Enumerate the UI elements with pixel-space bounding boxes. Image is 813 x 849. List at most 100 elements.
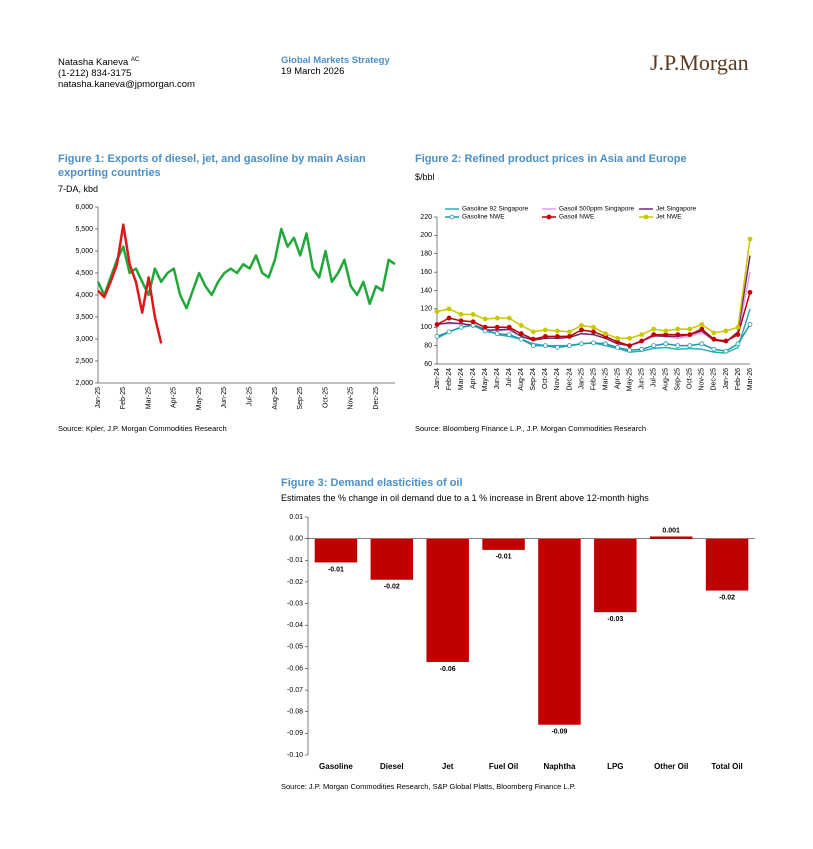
legend-label: Jet Singapore bbox=[656, 206, 696, 213]
y-tick-label: -0.03 bbox=[287, 600, 303, 607]
department: Global Markets Strategy bbox=[281, 55, 390, 66]
point bbox=[567, 329, 572, 335]
value-label: -0.03 bbox=[607, 616, 623, 623]
point bbox=[723, 328, 729, 334]
figure-source: Source: J.P. Morgan Commodities Research… bbox=[281, 782, 576, 791]
legend-label: Gasoil NWE bbox=[559, 214, 595, 221]
point bbox=[711, 336, 717, 342]
point bbox=[651, 343, 657, 349]
series-line bbox=[436, 255, 751, 347]
y-tick-label: 160 bbox=[420, 269, 432, 276]
point bbox=[506, 324, 512, 330]
figure-source: Source: Bloomberg Finance L.P., J.P. Mor… bbox=[415, 424, 647, 433]
y-tick-label: -0.05 bbox=[287, 644, 303, 651]
x-tick-label: Feb-25 bbox=[590, 368, 597, 390]
x-tick-label: Jun-25 bbox=[221, 387, 228, 409]
point bbox=[687, 326, 693, 332]
point bbox=[458, 311, 464, 317]
point bbox=[494, 324, 500, 330]
x-tick-label: Nov-25 bbox=[699, 368, 706, 391]
point bbox=[675, 343, 681, 349]
x-tick-label: Mar-25 bbox=[145, 387, 152, 409]
x-tick-label: Sep-24 bbox=[530, 368, 537, 391]
x-tick-label: Jan-25 bbox=[578, 368, 585, 390]
y-tick-label: 5,000 bbox=[75, 248, 93, 255]
point bbox=[735, 324, 741, 330]
point bbox=[615, 335, 620, 341]
x-tick-label: Jun-24 bbox=[494, 368, 501, 390]
point bbox=[506, 332, 512, 338]
legend-label: Gasoline 92 Singapore bbox=[462, 206, 529, 213]
point bbox=[470, 311, 476, 317]
point bbox=[699, 322, 705, 327]
legend-marker bbox=[546, 214, 552, 220]
legend-label: Gasoil 500ppm Singapore bbox=[559, 206, 635, 213]
figure-title: Figure 1: Exports of diesel, jet, and ga… bbox=[58, 153, 366, 179]
x-tick-label: Total Oil bbox=[711, 762, 742, 771]
point bbox=[687, 343, 693, 349]
point bbox=[434, 309, 440, 315]
y-tick-label: -0.01 bbox=[287, 557, 303, 564]
x-tick-label: Jet bbox=[442, 762, 454, 771]
x-tick-label: Jul-25 bbox=[651, 368, 658, 387]
point bbox=[579, 327, 584, 333]
y-tick-label: 2,000 bbox=[75, 380, 93, 387]
author-block: Natasha Kaneva AC (1-212) 834-3175 natas… bbox=[58, 55, 195, 90]
point bbox=[675, 326, 681, 332]
point bbox=[542, 327, 548, 333]
point bbox=[663, 341, 669, 347]
x-tick-label: Oct-25 bbox=[322, 387, 329, 408]
figure-subtitle: Estimates the % change in oil demand due… bbox=[281, 493, 649, 503]
figure-title: Figure 3: Demand elasticities of oil bbox=[281, 477, 463, 489]
y-tick-label: 6,000 bbox=[75, 204, 93, 211]
point bbox=[663, 328, 669, 334]
point bbox=[567, 343, 572, 349]
x-tick-label: Gasoline bbox=[319, 762, 353, 771]
author: Natasha Kaneva bbox=[58, 57, 129, 69]
chart: 0.01 0.00 -0.01 -0.02 -0.03 -0.04 -0.05 -0.06 -0… bbox=[287, 514, 755, 771]
y-tick-label: 0.01 bbox=[289, 514, 303, 521]
x-tick-label: Jan-25 bbox=[95, 387, 102, 409]
x-tick-label: Other Oil bbox=[654, 762, 688, 771]
point bbox=[446, 315, 452, 321]
value-label: -0.09 bbox=[551, 729, 567, 736]
point bbox=[542, 334, 548, 339]
y-tick-label: 4,500 bbox=[75, 270, 93, 277]
x-tick-label: Aug-25 bbox=[663, 368, 670, 391]
value-label: -0.01 bbox=[496, 554, 512, 561]
point bbox=[530, 343, 536, 349]
x-tick-label: Jan-26 bbox=[723, 368, 730, 390]
legend-marker bbox=[449, 214, 455, 220]
y-tick-label: 3,500 bbox=[75, 314, 93, 321]
point bbox=[735, 332, 741, 338]
x-tick-label: Jan-24 bbox=[434, 368, 441, 390]
point bbox=[639, 332, 645, 338]
x-tick-label: Naphtha bbox=[543, 762, 576, 771]
point bbox=[482, 316, 488, 322]
x-tick-label: Feb-25 bbox=[120, 387, 127, 409]
y-tick-label: 4,000 bbox=[75, 292, 93, 299]
point bbox=[603, 341, 608, 347]
chart: 2,000 2,500 3,000 3,500 4,000 4,500 5,000 5,500… bbox=[75, 204, 396, 410]
point bbox=[711, 330, 717, 336]
y-tick-label: 220 bbox=[420, 214, 432, 221]
y-tick-label: 180 bbox=[420, 251, 432, 258]
bar bbox=[649, 536, 693, 539]
point bbox=[651, 326, 657, 332]
point bbox=[530, 336, 536, 342]
point bbox=[687, 332, 693, 338]
x-tick-label: Mar-25 bbox=[602, 368, 609, 390]
bar bbox=[594, 538, 637, 613]
point bbox=[591, 329, 596, 335]
point bbox=[434, 322, 440, 327]
point bbox=[591, 340, 596, 346]
point bbox=[458, 318, 464, 324]
value-label: -0.01 bbox=[328, 566, 344, 573]
x-tick-label: Mar-24 bbox=[458, 368, 465, 390]
legend-label: Jet NWE bbox=[656, 214, 682, 221]
point bbox=[446, 329, 452, 335]
point bbox=[542, 343, 548, 349]
point bbox=[711, 346, 717, 352]
x-tick-label: May-25 bbox=[196, 387, 203, 410]
